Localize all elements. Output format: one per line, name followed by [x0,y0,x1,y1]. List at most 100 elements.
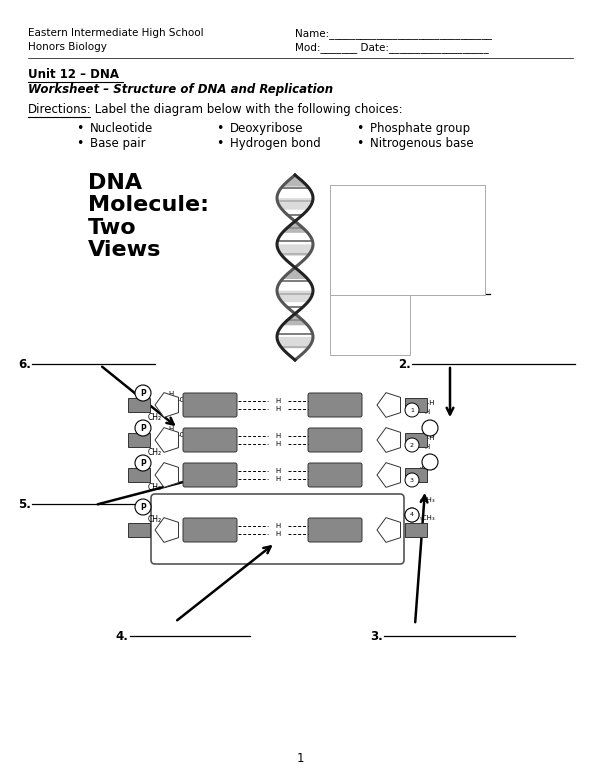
Text: Worksheet – Structure of DNA and Replication: Worksheet – Structure of DNA and Replica… [28,83,333,96]
Circle shape [405,403,419,417]
Polygon shape [277,244,313,256]
Text: Eastern Intermediate High School: Eastern Intermediate High School [28,28,204,38]
Circle shape [405,473,419,487]
Text: 2: 2 [410,443,414,447]
Text: Phosphate group: Phosphate group [370,122,470,135]
Text: H: H [275,441,281,447]
Text: 4.: 4. [115,630,128,643]
Text: C–H: C–H [422,435,436,441]
FancyBboxPatch shape [183,518,237,542]
Text: ₅CH₃: ₅CH₃ [420,497,436,503]
Bar [128,523,150,537]
Text: P: P [140,458,146,468]
Circle shape [135,499,151,515]
Text: Base pair: Base pair [90,137,145,150]
Text: H: H [169,436,174,442]
Text: H: H [424,409,429,415]
Text: •: • [76,122,84,135]
Text: •: • [216,137,224,150]
Polygon shape [282,221,308,233]
Text: ₅CH₃: ₅CH₃ [420,465,436,471]
Text: 3.: 3. [370,630,383,643]
Text: DNA
Molecule:
Two
Views: DNA Molecule: Two Views [88,173,209,260]
Text: Honors Biology: Honors Biology [28,42,107,52]
Text: H: H [275,406,281,412]
Text: 1: 1 [296,752,304,765]
Text: CH₂: CH₂ [148,482,162,492]
Text: H: H [275,468,281,474]
Text: •: • [76,137,84,150]
Text: ₅CH₃: ₅CH₃ [420,432,436,438]
Text: –C: –C [177,397,185,403]
Circle shape [422,420,438,436]
Polygon shape [282,314,308,325]
Circle shape [405,508,419,522]
Text: Unit 12 – DNA: Unit 12 – DNA [28,68,119,81]
Polygon shape [277,198,313,210]
Text: 1.: 1. [358,288,371,301]
Polygon shape [282,175,308,187]
Text: CH₂: CH₂ [148,412,162,422]
FancyBboxPatch shape [183,463,237,487]
FancyBboxPatch shape [308,463,362,487]
Text: Mod:_______ Date:___________________: Mod:_______ Date:___________________ [295,42,489,53]
Text: P: P [140,423,146,433]
Bar [128,433,150,447]
Text: 1: 1 [410,408,414,412]
Text: •: • [216,122,224,135]
FancyBboxPatch shape [308,393,362,417]
Text: H: H [169,426,174,432]
Text: 6.: 6. [18,358,31,371]
Polygon shape [277,291,313,302]
Polygon shape [282,268,308,279]
Text: Name:_______________________________: Name:_______________________________ [295,28,492,39]
Text: H: H [275,523,281,529]
Text: H: H [275,531,281,537]
Text: Nucleotide: Nucleotide [90,122,153,135]
Text: C–H: C–H [422,400,436,406]
Text: H: H [169,391,174,397]
Text: –C: –C [177,432,185,438]
Bar [405,398,427,412]
Text: H: H [275,476,281,482]
Text: Label the diagram below with the following choices:: Label the diagram below with the followi… [91,103,403,116]
Text: P: P [140,388,146,398]
Text: 4: 4 [410,513,414,517]
Text: 2.: 2. [398,358,410,371]
Text: P: P [140,503,146,511]
Text: H: H [169,401,174,407]
Text: H: H [275,433,281,439]
Text: CH₂: CH₂ [148,447,162,457]
Bar [330,185,485,295]
FancyBboxPatch shape [151,494,404,564]
FancyBboxPatch shape [183,393,237,417]
Circle shape [422,454,438,470]
Circle shape [135,420,151,436]
FancyBboxPatch shape [308,428,362,452]
Circle shape [135,385,151,401]
Text: Nitrogenous base: Nitrogenous base [370,137,474,150]
Text: 3: 3 [410,478,414,482]
Bar [128,398,150,412]
Bar [405,523,427,537]
Bar [405,433,427,447]
Text: •: • [356,122,364,135]
Text: Deoxyribose: Deoxyribose [230,122,304,135]
Text: CH₂: CH₂ [148,516,162,524]
Circle shape [405,508,419,522]
Text: H: H [275,398,281,404]
Circle shape [135,455,151,471]
Text: H: H [424,444,429,450]
Text: •: • [356,137,364,150]
Bar [128,468,150,482]
Text: 5.: 5. [18,498,31,511]
FancyBboxPatch shape [308,518,362,542]
Text: Hydrogen bond: Hydrogen bond [230,137,321,150]
Text: Directions:: Directions: [28,103,92,116]
Polygon shape [277,337,313,349]
Text: ₅CH₃: ₅CH₃ [420,515,436,521]
Bar [405,468,427,482]
Bar [330,295,410,355]
FancyBboxPatch shape [183,428,237,452]
Circle shape [405,438,419,452]
